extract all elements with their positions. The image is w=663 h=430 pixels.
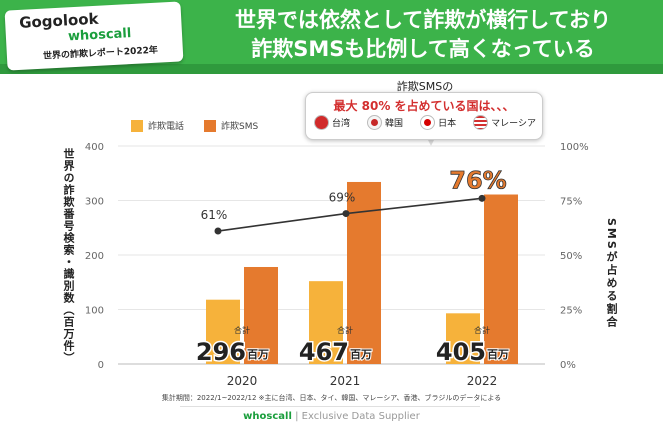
- bar-phone: [309, 281, 343, 364]
- headline-line-1: 世界では依然として詐欺が横行しており: [234, 8, 612, 32]
- y-axis-left-title: 世界の詐欺番号検索・識別数（百万件）: [62, 148, 75, 364]
- y-left-tick-label: 200: [85, 251, 104, 262]
- total-value: 296: [196, 338, 246, 366]
- headline-line-2: 詐欺SMSも比例して高くなっている: [251, 37, 595, 61]
- sms-share-point: [214, 227, 222, 235]
- legend-item-sms: 詐欺SMS: [204, 119, 258, 132]
- x-tick-label: 2021: [330, 374, 361, 388]
- bar-phone: [446, 313, 480, 364]
- country-japan: 日本: [420, 115, 456, 130]
- total-unit: 百万: [247, 348, 269, 361]
- footer-bar: [0, 404, 663, 430]
- total-label: 合計: [234, 325, 250, 335]
- malaysia-flag-icon: [473, 115, 489, 130]
- callout-label: 詐欺SMSの: [396, 80, 454, 93]
- country-name: マレーシア: [491, 119, 536, 129]
- footer-whoscall-logo: whoscall: [243, 411, 292, 422]
- country-malaysia: マレーシア: [473, 115, 536, 130]
- country-list: 台湾 韓国 日本 マレーシア: [314, 115, 536, 130]
- header-banner: Gogolook whoscall 世界の詐欺レポート2022年 世界では依然と…: [0, 0, 663, 74]
- total-label: 合計: [337, 325, 353, 335]
- callout-box: 最大 80% を占めている国は、、、 台湾 韓国 日本 マレーシア: [305, 92, 543, 140]
- footer-brand: whoscall | Exclusive Data Supplier: [0, 411, 663, 422]
- legend-swatch-sms: [204, 119, 217, 132]
- sms-share-label: 61%: [201, 208, 228, 222]
- y-right-tick-label: 25%: [560, 306, 582, 317]
- country-name: 日本: [438, 119, 457, 129]
- legend-label: 詐欺電話: [148, 122, 185, 132]
- footer-separator: |: [295, 411, 299, 422]
- bar-sms: [244, 266, 278, 364]
- y-left-tick-label: 400: [85, 142, 104, 153]
- y-left-tick-label: 0: [98, 360, 104, 371]
- japan-flag-icon: [420, 115, 436, 130]
- x-tick-label: 2022: [467, 374, 498, 388]
- taiwan-flag-icon: [314, 115, 329, 130]
- bar-sms: [484, 194, 518, 364]
- chart-legend: 詐欺電話 詐欺SMS: [131, 119, 258, 132]
- sms-share-point: [342, 210, 350, 218]
- sms-share-point: [478, 194, 486, 202]
- total-value: 405: [436, 338, 486, 366]
- y-right-tick-label: 0%: [560, 360, 576, 371]
- sms-share-label: 69%: [329, 191, 356, 205]
- country-name: 台湾: [332, 119, 351, 129]
- country-korea: 韓国: [367, 115, 403, 130]
- country-taiwan: 台湾: [314, 115, 350, 130]
- y-axis-right-title: SMSが占める割合: [605, 218, 618, 329]
- y-right-tick-label: 100%: [560, 142, 589, 153]
- footer-tagline: Exclusive Data Supplier: [301, 411, 420, 422]
- legend-swatch-phone: [131, 119, 143, 132]
- footer-divider: [180, 406, 480, 407]
- total-value: 467: [299, 338, 349, 366]
- headline: 世界では依然として詐欺が横行しており 詐欺SMSも比例して高くなっている: [188, 6, 658, 64]
- total-unit: 百万: [487, 348, 509, 361]
- y-right-tick-label: 75%: [560, 197, 582, 208]
- country-name: 韓国: [385, 119, 404, 129]
- legend-label: 詐欺SMS: [221, 122, 259, 132]
- total-label: 合計: [474, 325, 490, 335]
- y-right-tick-label: 50%: [560, 251, 582, 262]
- header-stripe: [0, 64, 663, 74]
- korea-flag-icon: [367, 115, 383, 130]
- x-tick-label: 2020: [227, 374, 258, 388]
- y-left-tick-label: 100: [85, 306, 104, 317]
- footnote: 集計期間：2022/1~2022/12 ※主に台湾、日本、タイ、韓国、マレーシア…: [161, 394, 502, 402]
- y-left-tick-label: 300: [85, 197, 104, 208]
- legend-item-phone: 詐欺電話: [131, 119, 184, 132]
- bar-sms: [347, 181, 381, 364]
- callout-headline: 最大 80% を占めている国は、、、: [333, 99, 515, 113]
- total-unit: 百万: [350, 348, 372, 361]
- sms-share-label: 76%: [449, 166, 506, 194]
- bar-phone: [206, 299, 240, 364]
